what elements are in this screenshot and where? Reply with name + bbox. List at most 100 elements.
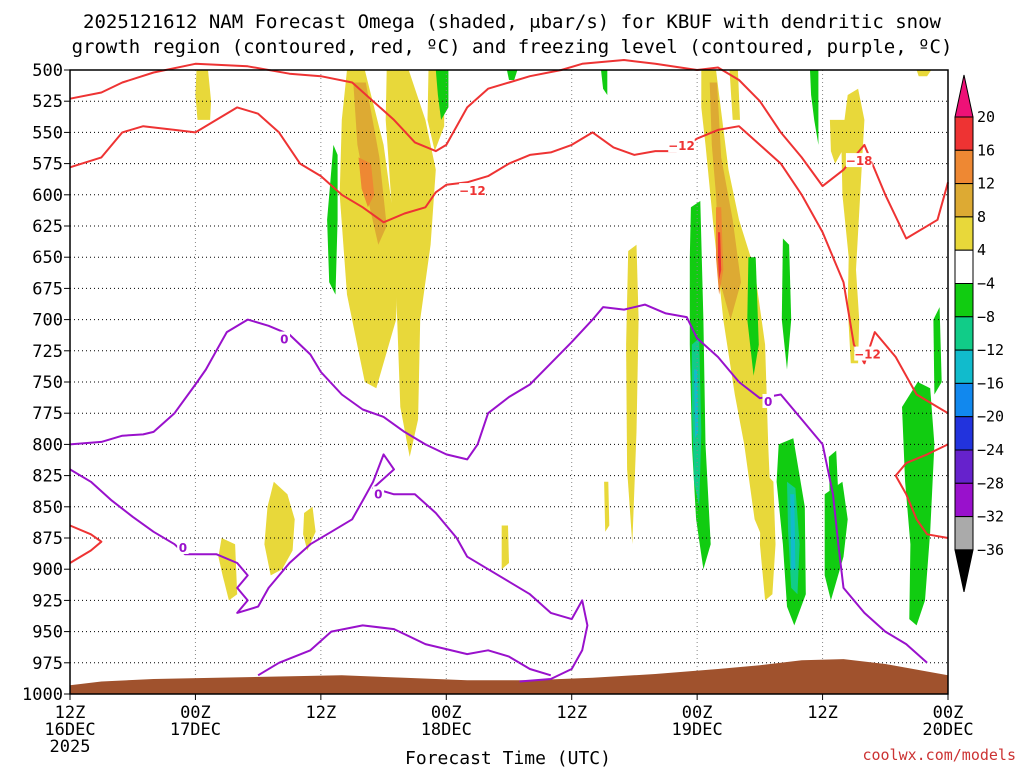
colorbar-bin-12: [954, 516, 974, 551]
freezing-main: [69, 303, 928, 664]
y-tick-label-725: 725: [32, 342, 63, 362]
omega-green-d: [747, 257, 759, 376]
contour-label-5: 0: [374, 487, 382, 501]
y-tick-label-750: 750: [32, 373, 63, 393]
y-tick-label-550: 550: [32, 123, 63, 143]
contour-label-7: 0: [764, 395, 772, 409]
omega-red-a: [718, 232, 722, 280]
contour-label-bg-5: [372, 486, 385, 501]
contour-label-bg-1: [668, 138, 695, 153]
colorbar-label-4: 4: [977, 241, 986, 259]
omega-yellow-c: [385, 70, 436, 457]
colorbar-label-6: −8: [977, 308, 995, 326]
y-tick-label-700: 700: [32, 311, 63, 331]
chart-title-line1: 2025121612 NAM Forecast Omega (shaded, μ…: [83, 11, 941, 33]
y-tick-label-850: 850: [32, 498, 63, 518]
colorbar-bin-3: [954, 216, 974, 251]
y-tick-label-875: 875: [32, 529, 63, 549]
x-tick-label-84-1: 00Z: [933, 703, 964, 723]
omega-green-j: [933, 307, 942, 395]
y-tick-label-600: 600: [32, 186, 63, 206]
terrain-layer: [70, 659, 948, 694]
colorbar-label-10: −24: [977, 441, 1004, 459]
omega-yellow-j: [501, 525, 509, 570]
chart-title-line2: growth region (contoured, red, ºC) and f…: [72, 36, 953, 58]
freezing-lower: [69, 453, 589, 683]
colorbar-bin-9: [954, 416, 974, 451]
omega-yellow-o: [829, 119, 846, 164]
colorbar-label-11: −28: [977, 474, 1004, 492]
terrain: [70, 659, 948, 694]
omega-yellow-m: [759, 469, 776, 601]
colorbar-label-2: 12: [977, 175, 995, 193]
y-tick-label-975: 975: [32, 654, 63, 674]
dgz-lower: [69, 106, 949, 415]
contour-label-bg-4: [278, 331, 291, 346]
colorbar-bin-10: [954, 449, 974, 484]
colorbar-label-1: 16: [977, 141, 995, 159]
contour-label-bg-6: [177, 539, 189, 554]
y-tick-label-825: 825: [32, 467, 63, 487]
omega-yellow-l: [729, 70, 740, 120]
y-tick-label-800: 800: [32, 435, 63, 455]
contour-label-4: 0: [280, 333, 288, 347]
colorbar-label-9: −20: [977, 408, 1004, 426]
omega-green-g: [824, 481, 848, 601]
colorbar-bin-11: [954, 482, 974, 518]
colorbar-label-7: −12: [977, 341, 1004, 359]
x-tick-label-0-3: 2025: [50, 737, 91, 757]
colorbar-label-3: 8: [977, 208, 986, 226]
colorbar-bin-2: [954, 183, 974, 218]
omega-green-f: [781, 238, 792, 370]
y-tick-label-525: 525: [32, 92, 63, 112]
omega-yellow-b: [339, 70, 398, 389]
contour-label-bg-7: [762, 393, 774, 408]
contour-label-1: −12: [668, 139, 695, 153]
colorbar-bin-6: [954, 316, 974, 351]
x-tick-label-0-1: 12Z: [55, 703, 86, 723]
omega-tan-b: [709, 82, 741, 320]
x-tick-label-12-2: 17DEC: [170, 720, 221, 740]
x-tick-label-72-1: 12Z: [807, 703, 838, 723]
y-tick-label-575: 575: [32, 155, 63, 175]
colorbar-label-5: −4: [977, 275, 995, 293]
y-tick-label-650: 650: [32, 248, 63, 268]
colorbar-bin-4: [954, 249, 974, 284]
y-axis: 500 525 550 575 600 625 650 675 700 725 750 775 800 8…: [22, 61, 70, 705]
x-tick-label-84-2: 20DEC: [922, 720, 973, 740]
colorbar-label-12: −32: [977, 508, 1004, 526]
y-tick-label-900: 900: [32, 560, 63, 580]
contour-label-bg-2: [845, 153, 873, 168]
y-tick-label-625: 625: [32, 217, 63, 237]
y-tick-label-675: 675: [32, 279, 63, 299]
y-tick-label-1000: 1000: [22, 685, 63, 705]
colorbar-top-arrow: [954, 74, 974, 118]
y-tick-label-950: 950: [32, 623, 63, 643]
x-tick-label-60-1: 00Z: [682, 703, 713, 723]
colorbar-bottom-arrow: [954, 549, 974, 593]
x-axis-label: Forecast Time (UTC): [405, 748, 611, 768]
y-tick-label-925: 925: [32, 591, 63, 611]
x-tick-label-12-1: 00Z: [180, 703, 211, 723]
x-tick-label-24-1: 12Z: [305, 703, 336, 723]
y-tick-label-775: 775: [32, 404, 63, 424]
omega-yellow-h: [626, 244, 639, 545]
y-tick-label-500: 500: [32, 61, 63, 81]
omega-yellow-p: [916, 70, 932, 77]
omega-yellow-g: [303, 506, 316, 551]
colorbar-label-0: 20: [977, 108, 995, 126]
omega-green-l: [506, 70, 518, 80]
dgz-contour-layer: [69, 59, 949, 564]
colorbar: 20 16 12 8 4 −4 −8 −12 −16 −20 −24 −28 −32 −36: [954, 74, 1004, 593]
omega-green-b: [435, 70, 449, 120]
colorbar-bin-5: [954, 283, 974, 318]
grid-layer: [69, 69, 949, 695]
omega-green-m: [601, 70, 608, 95]
omega-green-i: [902, 382, 935, 626]
freezing-level-contour-layer: [69, 303, 928, 683]
omega-green-k: [810, 70, 819, 145]
colorbar-bin-1: [954, 149, 974, 185]
contour-label-6: 0: [179, 541, 187, 555]
omega-green-h: [828, 450, 839, 507]
